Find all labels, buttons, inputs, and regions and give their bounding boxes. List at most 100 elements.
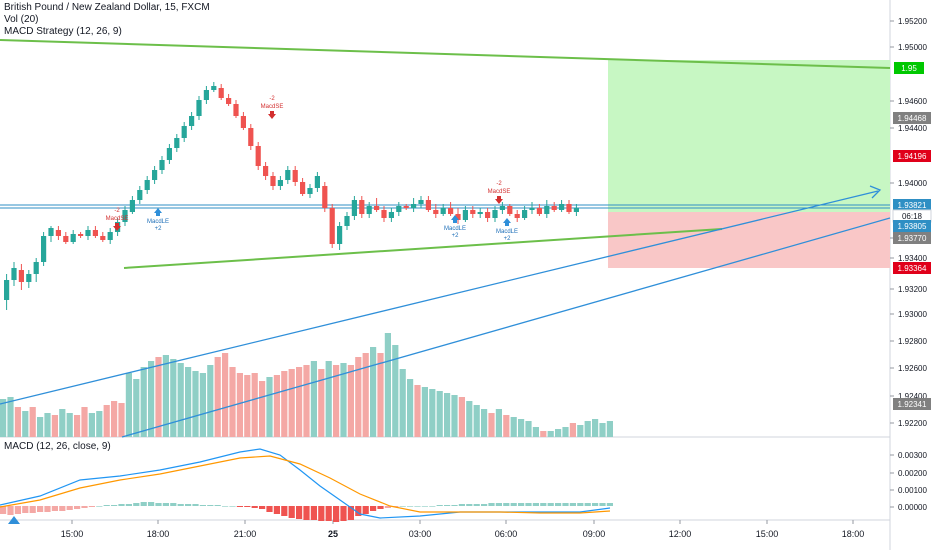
macd-histogram-bar xyxy=(340,506,347,521)
macd-histogram-bar xyxy=(303,506,310,520)
volume-bar xyxy=(362,353,369,437)
macd-histogram-bar xyxy=(7,506,14,515)
candle-body xyxy=(174,138,180,148)
candle-body xyxy=(211,86,217,90)
volume-bar xyxy=(118,403,125,437)
macd-histogram-bar xyxy=(133,503,140,506)
price-label-target-price-bg xyxy=(894,62,924,74)
price-label-stop-price-bg xyxy=(893,262,931,274)
macd-histogram-bar xyxy=(518,503,525,506)
macd-histogram-bar xyxy=(362,506,369,514)
macd-histogram-bar xyxy=(155,503,162,506)
price-label-price-5: 1.93770 xyxy=(898,234,927,243)
volume-bar xyxy=(59,409,66,437)
ray-arrow-icon xyxy=(869,185,882,199)
candle-body xyxy=(70,234,76,242)
tradingview-logo-icon xyxy=(8,516,20,524)
candle-body xyxy=(48,228,54,236)
candle-body xyxy=(366,206,372,214)
volume-bar xyxy=(288,369,295,437)
candle-body xyxy=(462,210,468,220)
candle-body xyxy=(137,190,143,200)
price-label-price-1-bg xyxy=(893,112,931,124)
long-position-profit-zone[interactable] xyxy=(608,60,890,212)
time-tick-label: 18:00 xyxy=(842,529,865,539)
macd-histogram-bar xyxy=(66,506,73,510)
trend-ray-upper[interactable] xyxy=(0,190,879,405)
macd-histogram-bar xyxy=(288,506,295,518)
candle-body xyxy=(433,210,439,214)
price-tick-label: 1.94000 xyxy=(898,179,927,188)
macd-histogram-bar xyxy=(333,506,340,522)
macd-pane-title[interactable]: MACD (12, 26, close, 9) xyxy=(4,441,111,452)
candle-body xyxy=(507,206,513,214)
volume-bar xyxy=(140,367,147,437)
volume-bar xyxy=(14,407,21,437)
trend-ray-lower[interactable] xyxy=(121,217,891,438)
volume-bar xyxy=(540,431,547,437)
candle-body xyxy=(218,88,224,98)
price-tick-label: 1.93400 xyxy=(898,254,927,263)
macd-histogram-bar xyxy=(44,506,51,512)
volume-bar xyxy=(155,357,162,437)
candle-body xyxy=(374,206,380,210)
short-signal-arrow-icon xyxy=(268,111,276,119)
price-label-price-6-bg xyxy=(893,398,931,410)
price-tick-label: 1.95000 xyxy=(898,43,927,52)
macd-histogram-bar xyxy=(592,503,599,506)
macd-histogram-bar xyxy=(0,506,7,514)
macd-histogram-bar xyxy=(458,504,465,506)
volume-bar xyxy=(577,425,584,437)
macd-strategy-label[interactable]: MACD Strategy (12, 26, 9) xyxy=(4,26,122,37)
macd-histogram-bar xyxy=(177,504,184,506)
volume-bar xyxy=(259,381,266,437)
short-signal-count: -2 xyxy=(269,96,275,102)
candle-body xyxy=(11,268,17,280)
macd-histogram-bar xyxy=(14,506,21,514)
long-signal-label: MacdLE xyxy=(496,229,518,235)
volume-bar xyxy=(185,367,192,437)
macd-histogram-bar xyxy=(88,506,95,507)
volume-bar xyxy=(592,419,599,437)
short-signal-count: -2 xyxy=(496,181,502,187)
macd-histogram-bar xyxy=(547,503,554,506)
volume-bar xyxy=(236,373,243,437)
macd-histogram-bar xyxy=(222,506,229,507)
candle-body xyxy=(551,206,557,210)
macd-histogram-bar xyxy=(429,506,436,507)
volume-bar xyxy=(296,367,303,437)
volume-bar xyxy=(170,359,177,437)
candle-body xyxy=(573,208,579,212)
candle-body xyxy=(477,212,483,214)
macd-tick-label: 0.00000 xyxy=(898,503,927,512)
candle-body xyxy=(307,188,313,194)
long-position-loss-zone[interactable] xyxy=(608,212,890,268)
volume-bar xyxy=(133,379,140,437)
volume-indicator-label[interactable]: Vol (20) xyxy=(4,14,39,25)
long-signal-count: +2 xyxy=(155,226,163,232)
macd-histogram-bar xyxy=(407,506,414,507)
volume-bar xyxy=(162,355,169,437)
signal-line xyxy=(0,455,611,514)
volume-bar xyxy=(347,365,354,437)
upper-trendline[interactable] xyxy=(0,39,891,69)
candle-body xyxy=(396,206,402,212)
volume-bar xyxy=(555,429,562,437)
candle-body xyxy=(418,200,424,204)
symbol-title[interactable]: British Pound / New Zealand Dollar, 15, … xyxy=(4,2,210,13)
lower-trendline[interactable] xyxy=(123,228,723,269)
macd-histogram-bar xyxy=(266,506,273,512)
volume-bar xyxy=(503,415,510,437)
price-label-price-2: 1.94196 xyxy=(898,152,927,161)
price-tick-label: 1.92200 xyxy=(898,419,927,428)
macd-histogram-bar xyxy=(96,506,103,507)
macd-histogram-bar xyxy=(125,504,132,506)
volume-bar xyxy=(392,345,399,437)
macd-histogram-bar xyxy=(444,505,451,506)
macd-histogram-bar xyxy=(111,505,118,506)
macd-histogram-bar xyxy=(510,503,517,506)
macd-histogram-bar xyxy=(51,506,58,511)
candle-body xyxy=(559,204,565,210)
